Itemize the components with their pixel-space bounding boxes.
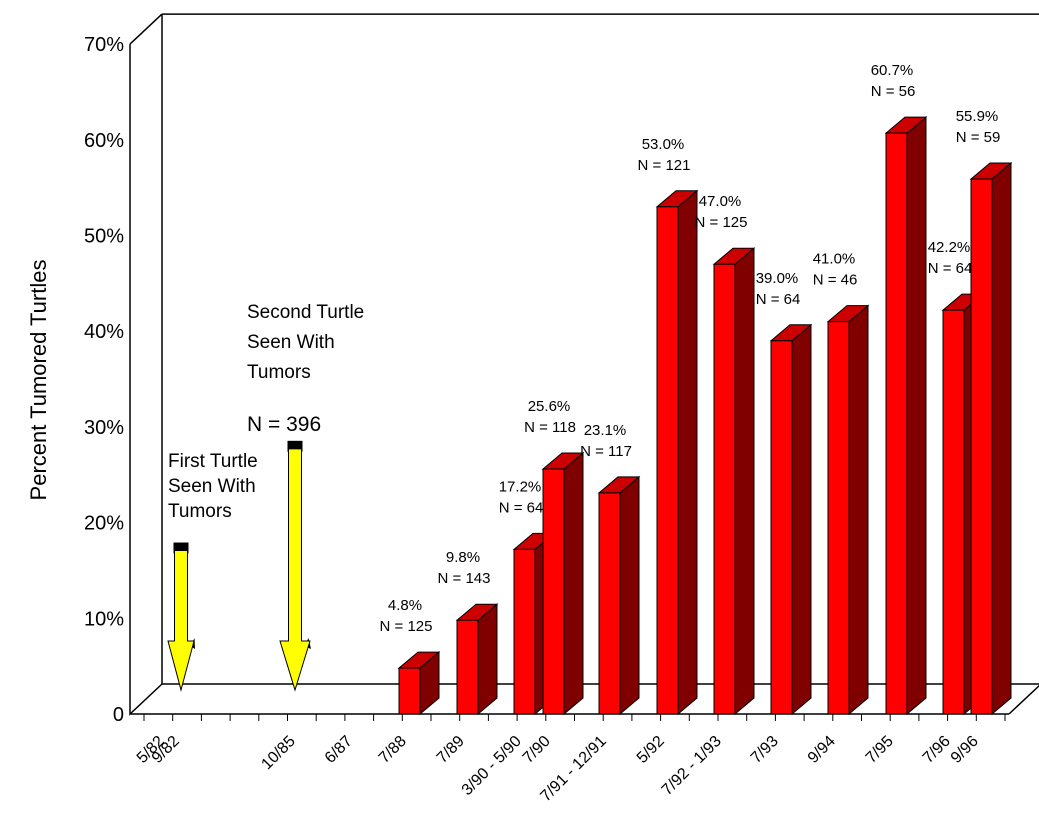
bar-value-label: 39.0%	[756, 270, 799, 287]
y-tick-label: 20%	[84, 513, 124, 535]
y-tick-label: 30%	[84, 417, 124, 439]
x-tick-label: 7/93	[748, 733, 782, 767]
bar-value-label: 42.2%	[928, 239, 971, 256]
bar-front	[542, 468, 565, 715]
back-wall-left-edge	[129, 44, 163, 716]
arrow-cap	[287, 440, 303, 452]
bar-side	[906, 116, 927, 716]
bar-value-label: 9.8%	[446, 549, 480, 566]
bar-value-label: 17.2%	[499, 478, 542, 495]
bar-n-label: N = 64	[499, 499, 544, 516]
bar: 23.1% N = 117	[580, 422, 641, 716]
bar: 41.0% N = 46	[813, 251, 870, 716]
bar-side	[677, 189, 698, 716]
x-tick-label: 5/92	[634, 733, 668, 767]
floor-right-edge	[1008, 684, 1039, 715]
bar-n-label: N = 46	[813, 272, 858, 289]
x-tick-label: 6/87	[322, 733, 356, 767]
bar-n-label: N = 125	[695, 214, 748, 231]
bar-n-label: N = 121	[638, 157, 691, 174]
bar-front	[713, 263, 736, 715]
bar-value-label: 41.0%	[813, 251, 856, 268]
bar-n-label: N = 59	[956, 129, 1001, 146]
bar-side	[991, 161, 1012, 716]
bar-front	[656, 206, 679, 715]
bars: 4.8% N = 125 9.8% N = 143 17.2% N = 64 25.6% N …	[380, 62, 1013, 716]
bar-value-label: 23.1%	[584, 422, 627, 439]
bar: 53.0% N = 121	[638, 136, 699, 716]
x-tick-label: 7/92 - 1/93	[659, 733, 725, 799]
first-turtle-annotation: Tumors	[168, 501, 232, 522]
x-tick-label: 7/89	[434, 733, 468, 767]
back-wall-top-left	[129, 13, 163, 45]
bar-side	[619, 475, 640, 716]
bar: 47.0% N = 125	[695, 193, 756, 716]
x-tick-label: 7/95	[863, 733, 897, 767]
bar-front	[598, 492, 621, 715]
bar-side	[734, 247, 755, 716]
bar-n-label: N = 56	[871, 83, 916, 100]
bar-n-label: N = 125	[380, 618, 433, 635]
second-turtle-n-label: N = 396	[247, 413, 321, 436]
second-turtle-annotation: Tumors	[247, 362, 311, 383]
bar-value-label: 53.0%	[642, 136, 685, 153]
bar-n-label: N = 64	[928, 260, 973, 277]
x-tick-label: 9/94	[805, 733, 839, 767]
arrow-body	[279, 448, 311, 692]
y-tick-label: 60%	[84, 130, 124, 152]
bar-side	[477, 603, 498, 716]
bar: 9.8% N = 143	[438, 549, 499, 716]
bar-n-label: N = 64	[756, 291, 801, 308]
y-tick-label: 50%	[84, 226, 124, 248]
first-turtle-annotation: Seen With	[168, 476, 256, 497]
y-tick-label: 0	[113, 704, 124, 726]
bar-side	[791, 323, 812, 716]
x-tick-label: 7/90	[520, 733, 554, 767]
x-tick-label: 9/96	[948, 733, 982, 767]
bar-front	[970, 178, 993, 715]
bar-front	[513, 548, 536, 715]
bar-side	[563, 451, 584, 716]
bar-n-label: N = 143	[438, 570, 491, 587]
second-turtle-arrow	[279, 440, 311, 692]
bar-front	[456, 619, 479, 715]
y-tick-label: 40%	[84, 321, 124, 343]
bar-side	[848, 304, 869, 716]
y-axis-label: Percent Tumored Turtles	[26, 260, 51, 501]
x-tick-label: 7/96	[920, 733, 954, 767]
x-tick-label: 7/88	[376, 733, 410, 767]
y-tick-label: 10%	[84, 608, 124, 630]
arrow-body	[167, 550, 195, 692]
bar: 25.6% N = 118	[524, 398, 585, 716]
bar-front	[398, 667, 421, 715]
bar-front	[827, 321, 850, 715]
second-turtle-annotation: Second Turtle	[247, 302, 364, 323]
bar-n-label: N = 117	[580, 443, 632, 460]
bar: 55.9% N = 59	[956, 108, 1013, 716]
y-axis: 0 10% 20% 30% 40% 50% 60% 70%	[84, 34, 124, 726]
bar-value-label: 60.7%	[871, 62, 914, 79]
x-axis: 5/829/82 10/85 6/87 7/88 7/893/90 - 5/907/90…	[134, 714, 1006, 805]
bar-value-label: 25.6%	[528, 398, 571, 415]
x-tick-label: 10/85	[258, 733, 298, 773]
bar: 60.7% N = 56	[871, 62, 928, 716]
bar: 39.0% N = 64	[756, 270, 813, 716]
second-turtle-annotation: Seen With	[247, 332, 335, 353]
bar-front	[942, 309, 965, 715]
x-tick-label: 3/90 - 5/90	[459, 733, 525, 799]
arrow-cap	[173, 542, 189, 554]
bar-value-label: 47.0%	[699, 193, 742, 210]
first-turtle-annotation: First Turtle	[168, 451, 258, 472]
first-turtle-arrow	[167, 542, 195, 692]
bar-value-label: 55.9%	[956, 108, 999, 125]
y-tick-label: 70%	[84, 34, 124, 56]
bar-value-label: 4.8%	[388, 597, 422, 614]
bar-n-label: N = 118	[524, 419, 576, 436]
bar-front	[885, 132, 908, 715]
bar-front	[770, 340, 793, 715]
bar: 4.8% N = 125	[380, 597, 441, 716]
annotations: First Turtle Seen With Tumors Second Turtle…	[167, 302, 364, 692]
